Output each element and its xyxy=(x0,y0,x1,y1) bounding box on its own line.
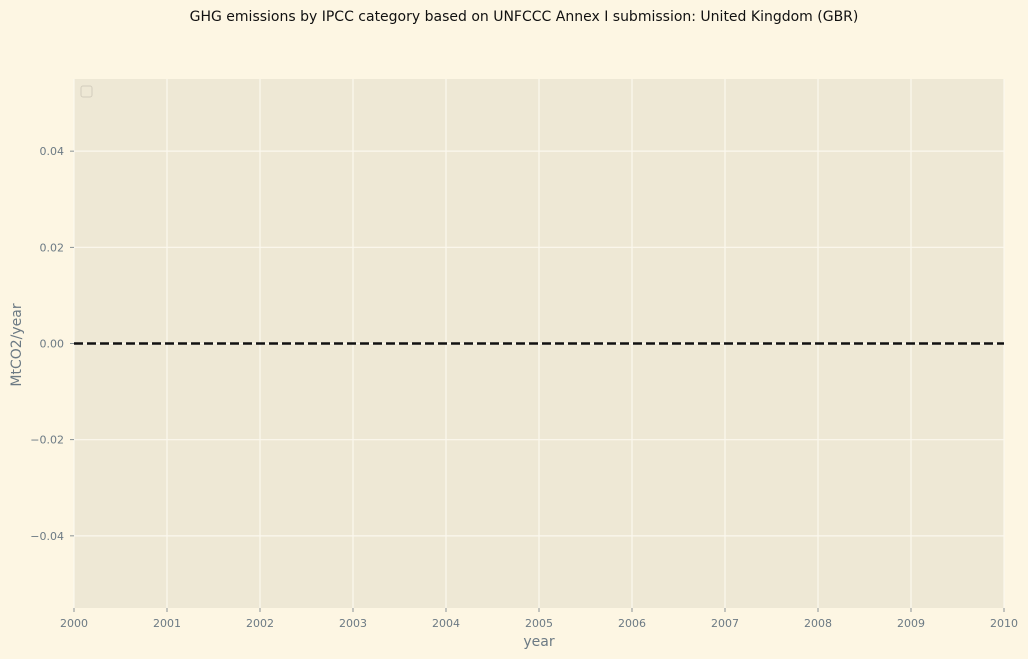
x-tick-label: 2005 xyxy=(525,617,553,630)
y-tick-label: 0.02 xyxy=(40,241,65,254)
legend[interactable] xyxy=(80,85,93,98)
x-tick-label: 2007 xyxy=(711,617,739,630)
x-axis-ticks: 2000 2001 2002 2003 2004 2005 2006 2007 2008 2009… xyxy=(60,608,1018,630)
x-tick-label: 2000 xyxy=(60,617,88,630)
x-tick-label: 2001 xyxy=(153,617,181,630)
y-tick-label: 0.04 xyxy=(40,145,65,158)
y-axis-label: MtCO2/year xyxy=(9,303,25,386)
chart-title: GHG emissions by IPCC category based on … xyxy=(190,9,859,25)
x-tick-label: 2010 xyxy=(990,617,1018,630)
x-tick-label: 2008 xyxy=(804,617,832,630)
x-axis-label: year xyxy=(523,634,554,650)
x-tick-label: 2002 xyxy=(246,617,274,630)
x-tick-label: 2006 xyxy=(618,617,646,630)
x-tick-label: 2003 xyxy=(339,617,367,630)
y-tick-label: 0.00 xyxy=(40,338,65,351)
y-tick-label: −0.02 xyxy=(30,434,64,447)
x-tick-label: 2004 xyxy=(432,617,460,630)
legend-box[interactable] xyxy=(80,85,93,98)
y-tick-label: −0.04 xyxy=(30,530,64,543)
x-tick-label: 2009 xyxy=(897,617,925,630)
y-axis-ticks: 0.04 0.02 0.00 −0.02 −0.04 xyxy=(30,145,74,543)
